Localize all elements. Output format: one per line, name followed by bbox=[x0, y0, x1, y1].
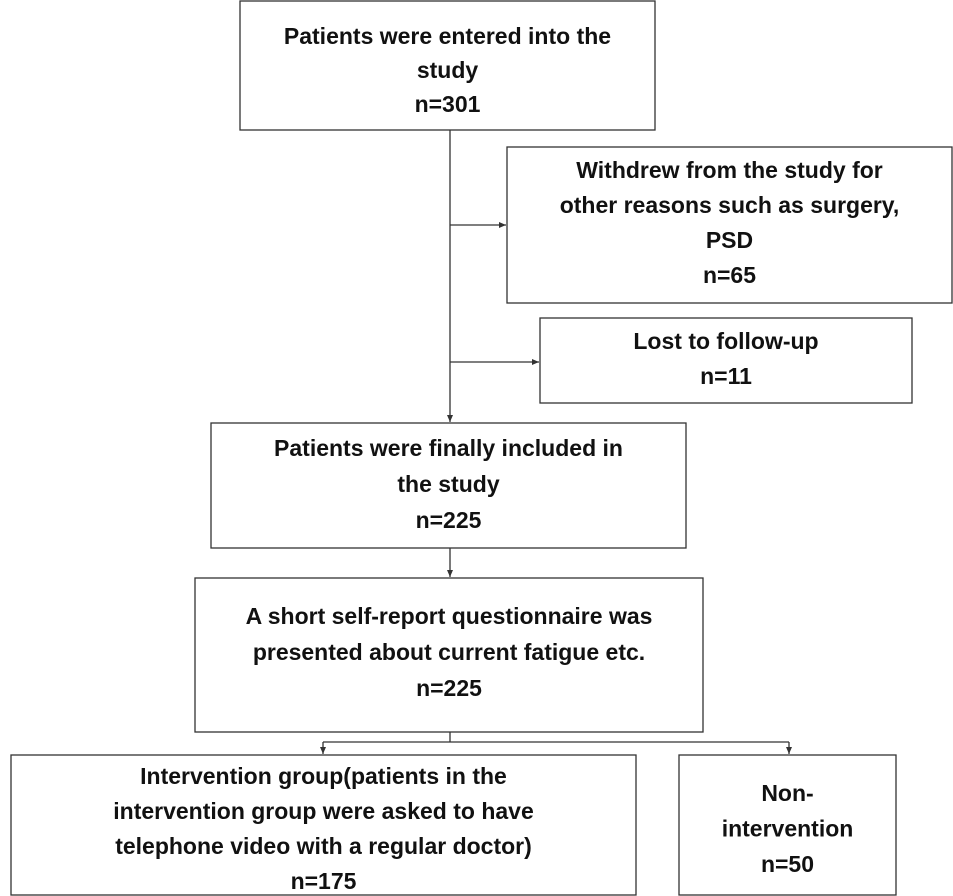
node-text: the study bbox=[397, 471, 499, 497]
node-text: Lost to follow-up bbox=[633, 328, 818, 354]
node-text: n=50 bbox=[761, 851, 814, 877]
node-text: n=65 bbox=[703, 262, 756, 288]
node-text: Patients were finally included in bbox=[274, 435, 623, 461]
node: Intervention group(patients in the interv… bbox=[10, 754, 637, 896]
node: Non-intervention n=50 bbox=[678, 754, 897, 896]
node-text: Intervention group(patients in the bbox=[140, 763, 507, 789]
boxes: Patients were entered into the study n=301… bbox=[10, 0, 953, 896]
node-text: intervention group were asked to have bbox=[113, 798, 534, 824]
node-text: A short self-report questionnaire was bbox=[246, 603, 653, 629]
node-text: n=301 bbox=[415, 91, 481, 117]
node-text: telephone video with a regular doctor) bbox=[115, 833, 532, 859]
node-box bbox=[210, 422, 687, 549]
node: Lost to follow-up n=11 bbox=[539, 317, 913, 404]
node-text: Patients were entered into the bbox=[284, 23, 611, 49]
node-text: n=225 bbox=[416, 507, 482, 533]
node-text: PSD bbox=[706, 227, 753, 253]
node-text: Non- bbox=[761, 780, 813, 806]
node-text: n=225 bbox=[416, 675, 482, 701]
node: Withdrew from the study for other reasons… bbox=[506, 146, 953, 304]
node-box bbox=[10, 754, 637, 896]
node-box bbox=[239, 0, 656, 131]
node-text: study bbox=[417, 57, 479, 83]
node: A short self-report questionnaire was pre… bbox=[194, 577, 704, 733]
node: Patients were entered into the study n=301 bbox=[239, 0, 656, 131]
node-box bbox=[194, 577, 704, 733]
node: Patients were finally included in the stu… bbox=[210, 422, 687, 549]
node-text: Withdrew from the study for bbox=[576, 157, 883, 183]
node-box bbox=[539, 317, 913, 404]
node-text: presented about current fatigue etc. bbox=[253, 639, 645, 665]
node-text: intervention bbox=[722, 816, 854, 842]
connectors bbox=[320, 130, 792, 754]
node-text: other reasons such as surgery, bbox=[560, 192, 900, 218]
node-box bbox=[506, 146, 953, 304]
node-text: n=175 bbox=[291, 868, 357, 894]
node-text: n=11 bbox=[700, 363, 752, 389]
node-box bbox=[678, 754, 897, 896]
